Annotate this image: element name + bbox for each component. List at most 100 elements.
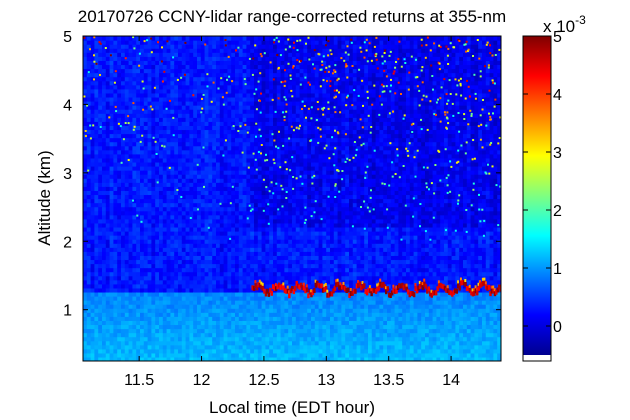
heatmap-cell	[189, 332, 194, 338]
heatmap-cell	[212, 332, 217, 338]
heatmap-cell	[155, 190, 160, 196]
heatmap-cell	[219, 340, 225, 346]
heatmap-cell	[124, 129, 130, 135]
heatmap-cell	[162, 356, 168, 361]
heatmap-cell	[219, 129, 225, 135]
heatmap-cell	[147, 72, 152, 78]
heatmap-cell	[185, 275, 190, 281]
heatmap-cell	[219, 137, 225, 143]
heatmap-cell	[299, 80, 304, 86]
heatmap-cell	[303, 202, 308, 208]
heatmap-cell	[140, 316, 145, 321]
heatmap-cell	[235, 96, 240, 102]
heatmap-cell	[257, 40, 263, 45]
heatmap-cell	[200, 178, 206, 183]
heatmap-cell	[143, 161, 149, 167]
heatmap-cell	[238, 88, 244, 94]
heatmap-cell	[231, 88, 236, 94]
heatmap-cell	[250, 198, 255, 204]
heatmap-cell	[83, 287, 88, 293]
heatmap-cell	[231, 137, 236, 143]
heatmap-cell	[216, 178, 221, 183]
heatmap-cell	[105, 324, 111, 330]
heatmap-cell	[257, 80, 263, 86]
heatmap-cell	[269, 255, 274, 261]
heatmap-cell	[257, 332, 263, 338]
heatmap-cell	[223, 101, 228, 106]
heatmap-cell	[90, 166, 95, 171]
heatmap-cell	[216, 328, 221, 334]
heatmap-cell	[292, 52, 297, 57]
heatmap-cell	[204, 348, 209, 354]
heatmap-cell	[98, 129, 103, 135]
heatmap-cell	[128, 206, 133, 212]
heatmap-cell	[143, 247, 149, 252]
heatmap-cell	[227, 105, 232, 110]
heatmap-cell	[242, 88, 247, 94]
heatmap-cell	[124, 161, 130, 167]
heatmap-cell	[193, 255, 198, 261]
heatmap-cell	[90, 222, 95, 228]
heatmap-cell	[132, 235, 137, 240]
heatmap-cell	[113, 117, 118, 122]
heatmap-cell	[273, 316, 278, 321]
heatmap-cell	[303, 259, 308, 265]
heatmap-cell	[273, 226, 278, 232]
heatmap-cell	[170, 231, 175, 236]
heatmap-cell	[208, 48, 213, 53]
heatmap-cell	[166, 174, 171, 179]
heatmap-cell	[276, 80, 282, 86]
heatmap-cell	[219, 324, 225, 330]
heatmap-cell	[140, 56, 145, 61]
heatmap-cell	[227, 121, 232, 126]
heatmap-cell	[314, 36, 320, 41]
heatmap-cell	[113, 133, 118, 139]
heatmap-cell	[299, 210, 304, 216]
heatmap-cell	[227, 263, 232, 269]
heatmap-cell	[235, 48, 240, 53]
heatmap-cell	[231, 68, 236, 74]
heatmap-cell	[136, 239, 141, 244]
heatmap-cell	[314, 170, 320, 175]
heatmap-cell	[140, 161, 145, 167]
heatmap-cell	[136, 145, 141, 151]
heatmap-cell	[219, 109, 225, 114]
heatmap-cell	[83, 283, 88, 289]
heatmap-cell	[223, 109, 228, 114]
heatmap-cell	[189, 348, 194, 354]
heatmap-cell	[200, 231, 206, 236]
heatmap-cell	[242, 287, 247, 293]
heatmap-cell	[295, 271, 301, 277]
heatmap-cell	[170, 105, 175, 110]
heatmap-cell	[162, 72, 168, 78]
heatmap-cell	[231, 239, 236, 244]
heatmap-cell	[311, 129, 316, 135]
heatmap-cell	[155, 247, 160, 252]
heatmap-cell	[314, 243, 320, 248]
heatmap-cell	[86, 247, 92, 252]
heatmap-cell	[83, 255, 88, 261]
heatmap-cell	[311, 178, 316, 183]
heatmap-cell	[318, 279, 323, 285]
heatmap-cell	[269, 218, 274, 224]
heatmap-cell	[238, 101, 244, 106]
heatmap-cell	[250, 174, 255, 179]
heatmap-cell	[231, 125, 236, 131]
heatmap-cell	[132, 129, 137, 135]
heatmap-cell	[143, 259, 149, 265]
heatmap-cell	[147, 218, 152, 224]
heatmap-cell	[265, 320, 270, 326]
heatmap-cell	[269, 356, 274, 361]
heatmap-cell	[178, 356, 183, 361]
heatmap-cell	[311, 44, 316, 49]
heatmap-cell	[102, 125, 107, 131]
heatmap-cell	[132, 243, 137, 248]
heatmap-cell	[303, 283, 308, 289]
heatmap-cell	[223, 279, 228, 285]
heatmap-cell	[86, 222, 92, 228]
heatmap-cell	[181, 125, 187, 131]
heatmap-cell	[292, 344, 297, 350]
heatmap-cell	[303, 194, 308, 200]
heatmap-cell	[288, 52, 293, 57]
heatmap-cell	[200, 332, 206, 338]
